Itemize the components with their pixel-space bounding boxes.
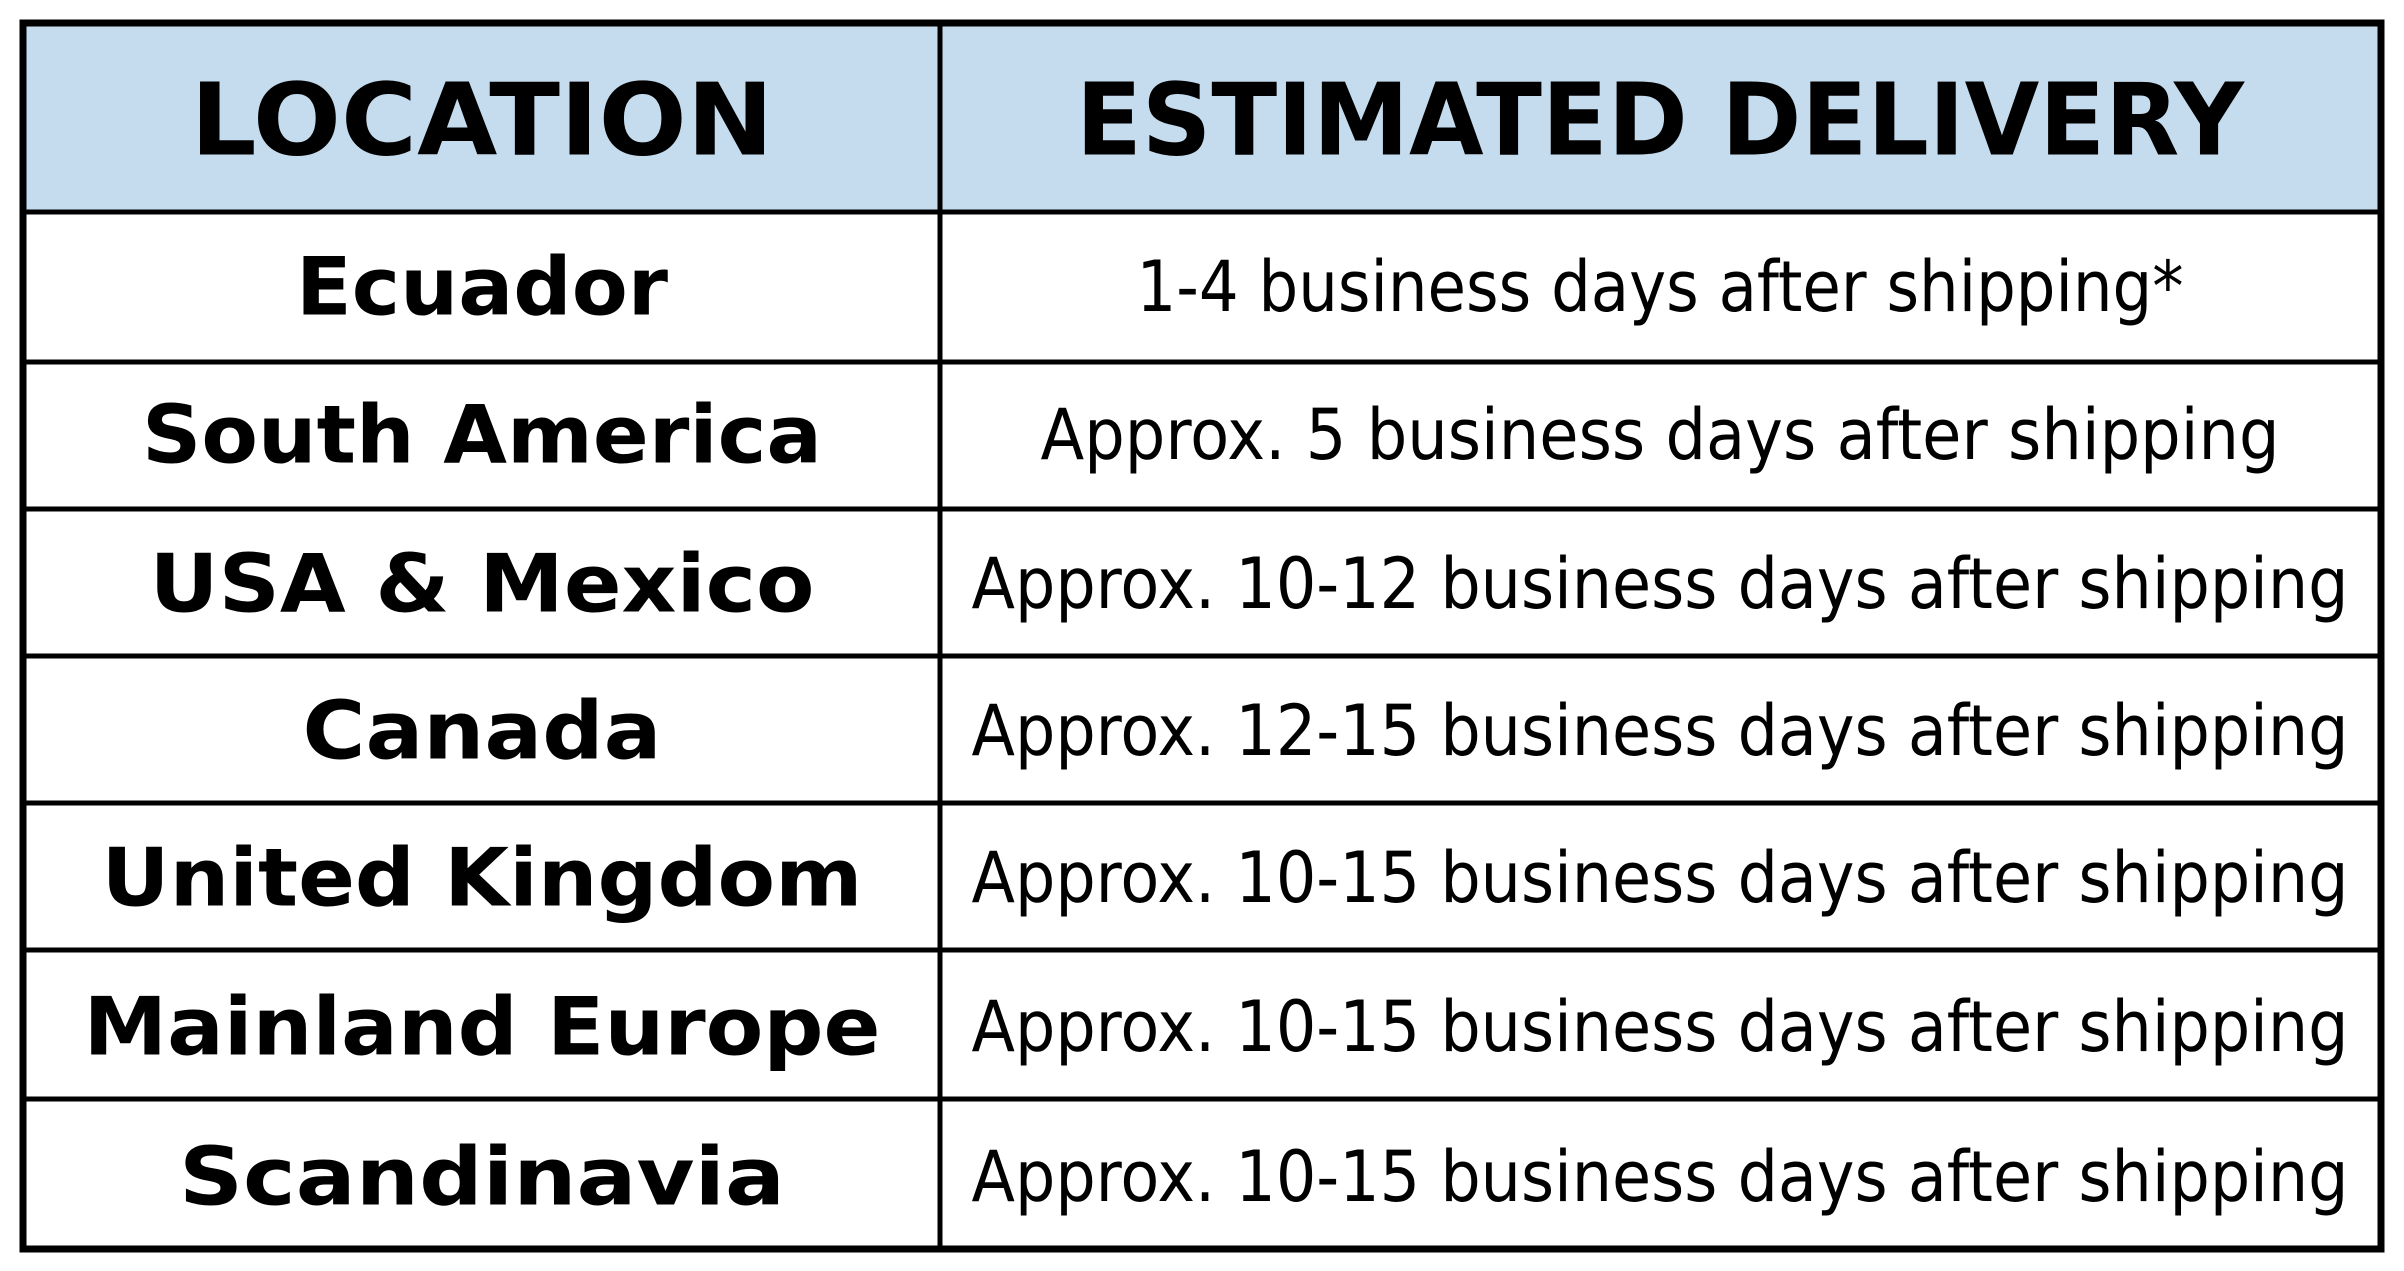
location-cell: USA & Mexico	[150, 538, 815, 631]
delivery-cell: Approx. 12-15 business days after shippi…	[972, 690, 2349, 772]
location-cell: Scandinavia	[179, 1131, 785, 1224]
table-border	[19, 19, 2385, 1253]
header-cell: ESTIMATED DELIVERY	[1076, 62, 2246, 179]
delivery-cell: Approx. 10-15 business days after shippi…	[972, 837, 2349, 919]
location-cell: Canada	[303, 685, 662, 778]
location-cell: South America	[142, 389, 822, 482]
delivery-cell: Approx. 10-15 business days after shippi…	[972, 986, 2349, 1068]
location-cell: United Kingdom	[102, 832, 863, 925]
delivery-cell: Approx. 10-12 business days after shippi…	[972, 543, 2349, 625]
delivery-cell: Approx. 10-15 business days after shippi…	[972, 1136, 2349, 1218]
delivery-cell: 1-4 business days after shipping*	[1137, 246, 2184, 328]
header-background	[23, 23, 2381, 212]
location-cell: Ecuador	[296, 241, 669, 334]
header-cell: LOCATION	[191, 62, 774, 179]
location-cell: Mainland Europe	[84, 981, 881, 1074]
delivery-cell: Approx. 5 business days after shipping	[1041, 394, 2280, 476]
